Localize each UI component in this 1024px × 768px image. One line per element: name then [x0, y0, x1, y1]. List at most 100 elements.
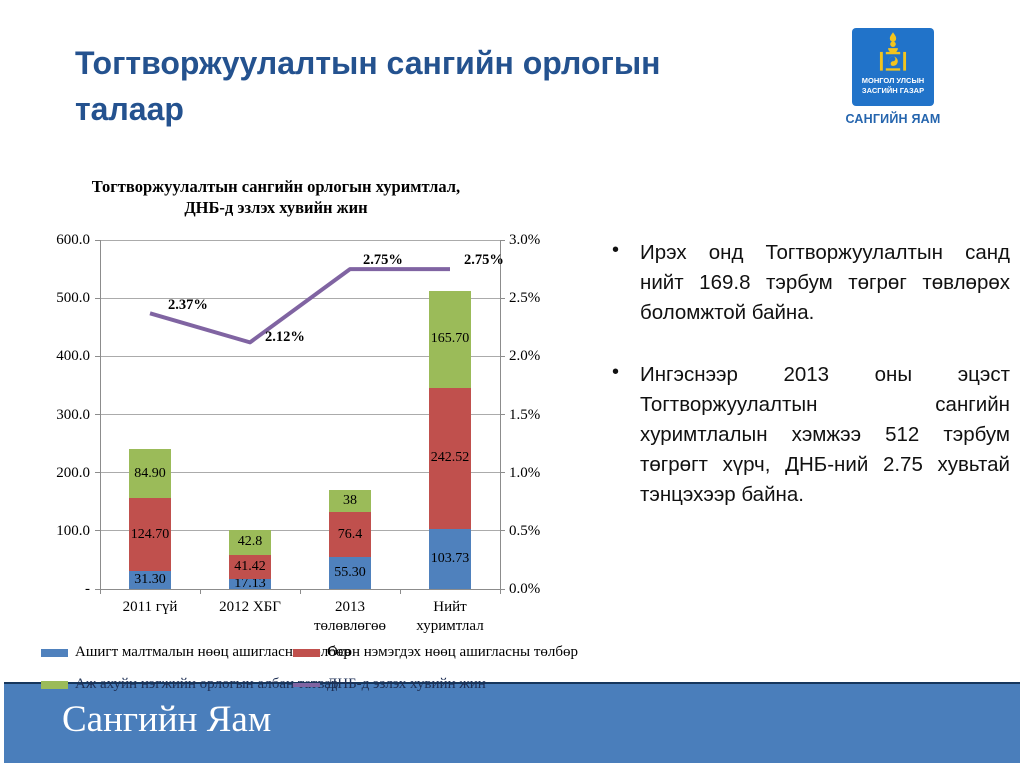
bullet-text: Ирэх онд Тогтворжуулалтын санд нийт 169.… — [640, 241, 1010, 324]
bar-segment: 42.8 — [229, 530, 271, 555]
axis-tick — [500, 239, 505, 241]
x-category-label: 2013 төлөвлөгөө — [313, 599, 387, 634]
bar-segment: 165.70 — [429, 291, 471, 388]
x-category-label: 2011 гүй — [122, 599, 178, 615]
axis-tick — [300, 589, 301, 594]
axis-tick — [100, 589, 101, 594]
line-data-label: 2.75% — [363, 252, 403, 269]
y-axis-left-label: 400.0 — [56, 348, 90, 365]
bar-segment: 76.4 — [329, 512, 371, 557]
axis-tick — [95, 239, 100, 241]
bar-data-label: 84.90 — [134, 465, 166, 481]
bullet-marker-icon: • — [612, 361, 620, 383]
axis-tick — [95, 472, 100, 474]
y-axis-right-label: 1.5% — [509, 406, 541, 423]
page-title: Тогтворжуулалтын сангийн орлогын талаар — [75, 45, 661, 128]
legend-label: Өсөн нэмэгдэх нөөц ашигласны төлбөр — [327, 644, 578, 660]
axis-tick — [500, 589, 501, 594]
bar-segment: 55.30 — [329, 556, 371, 589]
axis-tick — [500, 297, 505, 299]
y-axis-left-label: 100.0 — [56, 522, 90, 539]
bar-segment: 41.42 — [229, 554, 271, 580]
bar-segment: 17.13 — [229, 576, 271, 591]
bar-data-label: 41.42 — [234, 558, 266, 574]
axis-tick — [95, 355, 100, 357]
axis-tick — [95, 297, 100, 299]
x-category-label: Нийт хуримтлал — [416, 599, 484, 634]
axis-tick — [500, 355, 505, 357]
bar-data-label: 103.73 — [430, 550, 470, 566]
bar-data-label: 31.30 — [134, 571, 166, 587]
axis-tick — [500, 472, 505, 474]
legend-item-mineral-royalty: Ашигт малтмалын нөөц ашигласны төлбөр — [41, 644, 351, 661]
y-axis-right-label: 0.0% — [509, 581, 541, 597]
bar-segment: 84.90 — [129, 448, 171, 499]
gridline — [100, 297, 500, 299]
legend-item-corporate-income-tax: Аж ахуйн нэгжийн орлогын албан татвар — [41, 676, 338, 693]
legend-item-gdp-share-line: ДНБ-д эзлэх хувийн жин — [293, 676, 486, 693]
bar-segment: 103.73 — [429, 528, 471, 589]
y-axis-right-label: 2.0% — [509, 348, 541, 365]
y-axis-left-label: 300.0 — [56, 406, 90, 423]
y-axis-right-label: 0.5% — [509, 522, 541, 539]
gridline — [100, 239, 500, 241]
y-axis-right — [500, 240, 501, 589]
gdp-share-line — [149, 267, 450, 345]
emblem-caption-line2: ЗАСГИЙН ГАЗАР — [861, 85, 925, 95]
logo-caption: САНГИЙН ЯАМ — [845, 112, 941, 126]
bar-segment: 124.70 — [129, 498, 171, 571]
gridline — [100, 355, 500, 357]
bar-data-label: 38 — [343, 493, 357, 509]
legend-item-progressive-royalty: Өсөн нэмэгдэх нөөц ашигласны төлбөр — [293, 644, 578, 661]
y-axis-left-label: 500.0 — [56, 290, 90, 307]
bar-data-label: 165.70 — [430, 331, 470, 347]
legend-swatch-blue — [41, 648, 68, 657]
government-emblem-badge: МОНГОЛ УЛСЫН ЗАСГИЙН ГАЗАР — [852, 28, 934, 106]
bar-data-label: 42.8 — [237, 534, 263, 550]
x-category-label: 2012 ХБГ — [219, 599, 281, 615]
bar-segment: 38 — [329, 490, 371, 513]
y-axis-left-label: - — [85, 581, 90, 597]
emblem-caption: МОНГОЛ УЛСЫН ЗАСГИЙН ГАЗАР — [862, 76, 924, 96]
line-data-label: 2.37% — [168, 297, 208, 314]
y-axis-left-label: 200.0 — [56, 464, 90, 481]
bar-segment: 31.30 — [129, 570, 171, 589]
bar-data-label: 55.30 — [334, 564, 366, 580]
legend-swatch-red — [293, 648, 320, 657]
axis-tick — [500, 530, 505, 532]
axis-tick — [200, 589, 201, 594]
axis-tick — [400, 589, 401, 594]
emblem-caption-line1: МОНГОЛ УЛСЫН — [861, 76, 925, 85]
legend-swatch-green — [41, 680, 68, 689]
y-axis-left-label: 600.0 — [56, 232, 90, 248]
footer-bar: Сангийн Яам — [4, 682, 1020, 763]
legend-swatch-purple-line — [293, 682, 320, 687]
legend-label: ДНБ-д эзлэх хувийн жин — [327, 676, 486, 692]
y-axis-right-label: 2.5% — [509, 290, 541, 307]
line-data-label: 2.12% — [265, 329, 305, 346]
legend-label: Ашигт малтмалын нөөц ашигласны төлбөр — [75, 644, 351, 660]
bar-data-label: 76.4 — [337, 526, 363, 542]
chart-title: Тогтворжуулалтын сангийн орлогын хуримтл… — [91, 177, 461, 217]
bar-segment: 242.52 — [429, 387, 471, 529]
bar-data-label: 124.70 — [130, 526, 170, 542]
legend-label: Аж ахуйн нэгжийн орлогын албан татвар — [75, 676, 339, 692]
axis-tick — [95, 414, 100, 415]
gridline — [100, 472, 500, 474]
axis-tick — [500, 414, 505, 415]
bullet-item: • Ингэснээр 2013 оны эцэст Тогтворжуулал… — [598, 360, 1010, 510]
bullet-marker-icon: • — [612, 239, 620, 261]
footer-title: Сангийн Яам — [62, 699, 272, 740]
bar-data-label: 17.13 — [234, 576, 266, 591]
bullet-text: Ингэснээр 2013 оны эцэст Тогтворжуулалты… — [640, 363, 1010, 506]
y-axis-right-label: 1.0% — [509, 464, 541, 481]
bar-data-label: 242.52 — [430, 450, 470, 466]
line-data-label: 2.75% — [464, 252, 504, 269]
y-axis-left — [100, 240, 101, 589]
bullet-item: • Ирэх онд Тогтворжуулалтын санд нийт 16… — [598, 238, 1010, 328]
axis-tick — [95, 530, 100, 532]
soyombo-icon — [879, 32, 907, 71]
gridline — [100, 414, 500, 415]
